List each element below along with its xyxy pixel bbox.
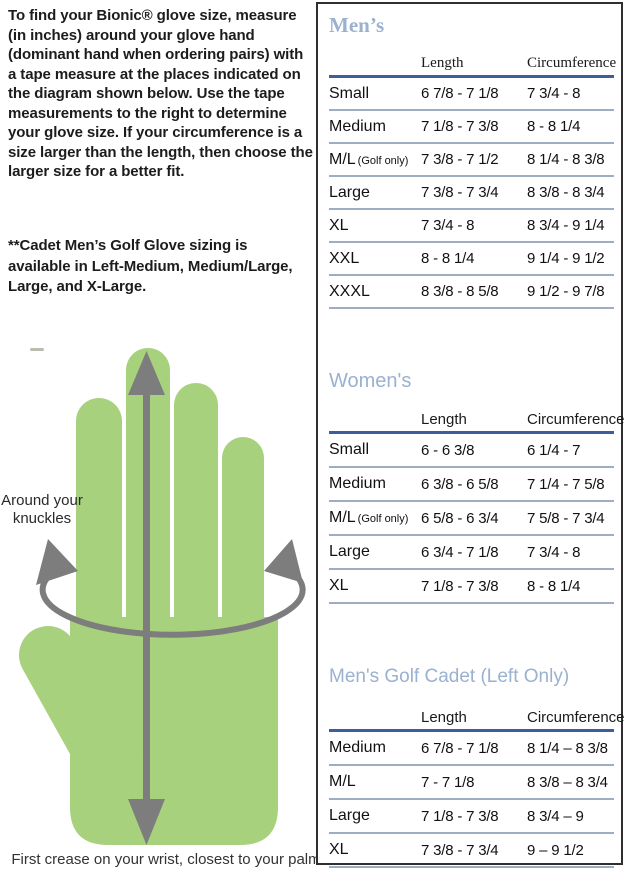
table-row: Medium 7 1/8 - 7 3/8 8 - 8 1/4	[329, 111, 614, 144]
table-mens-golf-cadet: Men's Golf Cadet (Left Only) Length Circ…	[329, 664, 625, 868]
hand-diagram	[19, 348, 306, 845]
circumference-value: 8 3/4 – 9	[527, 807, 584, 825]
length-value: 7 3/8 - 7 1/2	[421, 151, 499, 168]
table-row: M/L (Golf only) 7 3/8 - 7 1/2 8 1/4 - 8 3…	[329, 144, 614, 177]
column-header-circumference: Circumference	[527, 411, 625, 428]
smudge-mark	[30, 348, 44, 351]
sizing-panel: Men’s Length Circumference Small 6 7/8 -…	[316, 2, 625, 868]
table-header-row: Length Circumference	[329, 700, 625, 732]
table-row: XL 7 1/8 - 7 3/8 8 - 8 1/4	[329, 570, 614, 604]
table-row: XL 7 3/8 - 7 3/4 9 – 9 1/2	[329, 834, 614, 868]
table-row: Small 6 7/8 - 7 1/8 7 3/4 - 8	[329, 78, 614, 111]
circumference-value: 6 1/4 - 7	[527, 441, 581, 459]
length-value: 6 5/8 - 6 3/4	[421, 509, 499, 527]
circumference-value: 8 3/8 - 8 3/4	[527, 184, 605, 201]
size-label: XXXL	[329, 282, 370, 300]
size-label: Medium	[329, 475, 386, 492]
length-value: 8 3/8 - 8 5/8	[421, 283, 499, 300]
circumference-value: 7 1/4 - 7 5/8	[527, 475, 605, 493]
table-row: Medium 6 3/8 - 6 5/8 7 1/4 - 7 5/8	[329, 468, 614, 502]
intro-text: To find your Bionic® glove size, measure…	[8, 7, 313, 180]
size-label-suffix: (Golf only)	[357, 154, 409, 167]
circumference-value: 8 - 8 1/4	[527, 577, 581, 595]
circumference-value: 7 3/4 - 8	[527, 85, 581, 102]
length-value: 8 - 8 1/4	[421, 250, 475, 267]
circumference-value: 7 5/8 - 7 3/4	[527, 509, 605, 527]
table-row: Large 7 1/8 - 7 3/8 8 3/4 – 9	[329, 800, 614, 834]
circumference-arc-icon	[36, 539, 306, 638]
column-header-length: Length	[421, 709, 467, 726]
table-header-row: Length Circumference	[329, 402, 625, 434]
table-row: Large 6 3/4 - 7 1/8 7 3/4 - 8	[329, 536, 614, 570]
size-label: XL	[329, 577, 349, 594]
length-value: 7 3/8 - 7 3/4	[421, 841, 499, 859]
table-row: XL 7 3/4 - 8 8 3/4 - 9 1/4	[329, 210, 614, 243]
size-label: M/L	[329, 773, 356, 790]
column-header-length: Length	[421, 411, 467, 428]
size-label: Large	[329, 183, 370, 201]
table-womens: Women's Length Circumference Small 6 - 6…	[329, 368, 625, 604]
circumference-value: 8 3/4 - 9 1/4	[527, 217, 605, 234]
size-label: Large	[329, 543, 370, 560]
length-value: 7 - 7 1/8	[421, 773, 475, 791]
length-value: 7 3/4 - 8	[421, 217, 475, 234]
size-label: Small	[329, 441, 370, 458]
length-value: 7 1/8 - 7 3/8	[421, 807, 499, 825]
circumference-value: 9 1/4 - 9 1/2	[527, 250, 605, 267]
circumference-value: 8 - 8 1/4	[527, 118, 581, 135]
table-mens: Men’s Length Circumference Small 6 7/8 -…	[329, 12, 617, 309]
length-value: 6 - 6 3/8	[421, 441, 475, 459]
table-header-row: Length Circumference	[329, 46, 617, 78]
table-row: XXL 8 - 8 1/4 9 1/4 - 9 1/2	[329, 243, 614, 276]
size-label-suffix: (Golf only)	[357, 513, 409, 525]
table-title: Men’s	[329, 13, 385, 37]
size-label: Medium	[329, 739, 386, 756]
length-value: 6 7/8 - 7 1/8	[421, 739, 499, 757]
circumference-value: 9 – 9 1/2	[527, 841, 584, 859]
size-label: XXL	[329, 249, 360, 267]
circumference-value: 9 1/2 - 9 7/8	[527, 283, 605, 300]
circumference-value: 8 3/8 – 8 3/4	[527, 773, 608, 791]
size-label: Medium	[329, 117, 386, 135]
cadet-note-text: **Cadet Men’s Golf Glove sizing is avail…	[8, 237, 293, 295]
size-label: M/L (Golf only)	[329, 150, 409, 168]
length-value: 7 3/8 - 7 3/4	[421, 184, 499, 201]
table-title: Women's	[329, 370, 412, 392]
table-row: Medium 6 7/8 - 7 1/8 8 1/4 – 8 3/8	[329, 732, 614, 766]
circumference-value: 8 1/4 - 8 3/8	[527, 151, 605, 168]
table-title: Men's Golf Cadet (Left Only)	[329, 666, 570, 687]
length-value: 6 7/8 - 7 1/8	[421, 85, 499, 102]
length-value: 6 3/8 - 6 5/8	[421, 475, 499, 493]
length-value: 7 1/8 - 7 3/8	[421, 577, 499, 595]
column-header-length: Length	[421, 55, 464, 71]
circumference-value: 7 3/4 - 8	[527, 543, 581, 561]
size-label: M/L (Golf only)	[329, 509, 409, 526]
column-header-circumference: Circumference	[527, 709, 625, 726]
size-label: XL	[329, 216, 349, 234]
column-header-circumference: Circumference	[527, 55, 617, 71]
circumference-value: 8 1/4 – 8 3/8	[527, 739, 608, 757]
table-row: Small 6 - 6 3/8 6 1/4 - 7	[329, 434, 614, 468]
length-arrow-icon	[128, 351, 165, 845]
length-value: 6 3/4 - 7 1/8	[421, 543, 499, 561]
table-row: M/L 7 - 7 1/8 8 3/8 – 8 3/4	[329, 766, 614, 800]
length-value: 7 1/8 - 7 3/8	[421, 118, 499, 135]
wrist-label: First crease on your wrist, closest to y…	[11, 851, 321, 868]
size-label: Large	[329, 807, 370, 824]
size-label: Small	[329, 84, 370, 102]
table-row: M/L (Golf only) 6 5/8 - 6 3/4 7 5/8 - 7 3…	[329, 502, 614, 536]
size-label: XL	[329, 841, 349, 858]
table-row: XXXL 8 3/8 - 8 5/8 9 1/2 - 9 7/8	[329, 276, 614, 309]
table-row: Large 7 3/8 - 7 3/4 8 3/8 - 8 3/4	[329, 177, 614, 210]
knuckles-label: Around your knuckles	[1, 492, 83, 527]
hand-shape-icon	[19, 348, 278, 845]
